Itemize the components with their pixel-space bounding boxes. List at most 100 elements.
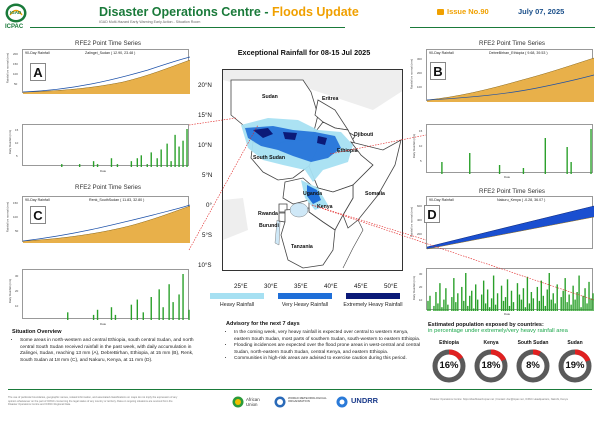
donut-row: Ethiopia 16% Kenya 18% South Sudan 8% Sudan 19% xyxy=(428,340,596,388)
daily-bar xyxy=(490,298,493,311)
igad-logo: IGAD xyxy=(5,3,27,23)
advisory-item-3: Communities in high-risk areas are advis… xyxy=(234,356,422,363)
lat-tick-5n: 5°N xyxy=(202,172,213,179)
ytick-top-c-1: 100 xyxy=(13,215,18,219)
org-short-name: ICPAC xyxy=(5,24,24,30)
daily-bar xyxy=(96,309,99,320)
daily-bar xyxy=(510,290,513,311)
label-uganda: Uganda xyxy=(303,191,323,197)
daily-bar xyxy=(494,304,497,311)
donut-south-sudan: South Sudan 8% xyxy=(512,340,554,388)
daily-bars-c xyxy=(67,274,190,320)
daily-bar xyxy=(528,303,531,311)
caption-right-c: Renk_SouthSudan ( 11.83, 32.80 ) xyxy=(89,198,145,202)
header-divider-left xyxy=(30,27,345,28)
ytick-bottom-b-1: 10 xyxy=(419,144,423,148)
ytick-bottom-d-2: 10 xyxy=(419,298,423,302)
daily-bar xyxy=(516,283,519,311)
daily-bar xyxy=(518,294,521,311)
ytick-top-d-2: 200 xyxy=(417,232,422,236)
ytick-bottom-c-1: 20 xyxy=(15,289,19,293)
ytick-top-d-1: 400 xyxy=(417,218,422,222)
daily-bar xyxy=(570,304,572,311)
ytick-bottom-b-0: 15 xyxy=(419,129,423,133)
caption-left-b: 90-Day Rainfall xyxy=(429,51,454,55)
daily-bar xyxy=(498,165,501,174)
daily-bar xyxy=(156,158,158,167)
daily-bar xyxy=(572,285,574,311)
daily-bar xyxy=(548,273,550,311)
daily-bar xyxy=(172,302,174,320)
panel-letter-a: A xyxy=(30,63,46,81)
daily-bar xyxy=(445,288,447,311)
daily-bar xyxy=(467,305,469,311)
legend-label-heavy: Heavy Rainfall xyxy=(219,302,255,308)
lat-tick-15n: 15°N xyxy=(198,112,212,119)
daily-bar xyxy=(166,143,168,167)
daily-bar xyxy=(463,300,465,311)
lon-tick-50e: 50°E xyxy=(384,283,398,290)
daily-bar xyxy=(566,302,568,311)
panel-letter-d: D xyxy=(424,205,440,223)
chart-title-b: RFE2 Point Time Series xyxy=(478,40,546,47)
donut-country-label: Ethiopia xyxy=(439,340,459,346)
very-heavy-rain-area-south xyxy=(307,185,321,204)
daily-bar xyxy=(150,297,152,320)
lon-tick-45e: 45°E xyxy=(354,283,368,290)
donut-fill xyxy=(474,349,508,383)
daily-bar xyxy=(566,147,568,174)
daily-bar xyxy=(578,275,580,311)
population-subheading: in percentage under extremely/very heavy… xyxy=(428,328,568,334)
daily-bar xyxy=(140,155,142,167)
daily-bar xyxy=(590,298,592,311)
lat-tick-5s: 5°S xyxy=(202,232,213,239)
map-section: Exceptional Rainfall for 08-15 Jul 2025 xyxy=(198,40,410,322)
daily-bar xyxy=(435,292,437,311)
daily-bar xyxy=(427,300,429,311)
ytick-top-a-3: 50 xyxy=(14,82,18,86)
african-union-logo xyxy=(232,395,244,413)
daily-bar xyxy=(443,299,445,311)
footer-divider xyxy=(8,389,592,390)
lat-tick-20n: 20°N xyxy=(198,82,212,89)
daily-bar xyxy=(429,295,431,311)
ytick-top-b-1: 200 xyxy=(417,71,422,75)
ytick-bottom-c-0: 30 xyxy=(15,274,19,278)
daily-bar xyxy=(451,297,453,311)
daily-bar xyxy=(586,303,588,311)
donut-kenya: Kenya 18% xyxy=(470,340,512,388)
ytick-top-c-2: 50 xyxy=(15,229,19,233)
daily-bars-a xyxy=(61,129,188,167)
advisory-item-2: Flooding incidences are expected over th… xyxy=(234,343,422,356)
lake-tanganyika xyxy=(274,219,281,246)
donut-country-label: Kenya xyxy=(483,340,499,346)
cumulative-area-b xyxy=(427,57,594,102)
ytick-top-a-2: 100 xyxy=(13,72,18,76)
daily-bar xyxy=(455,302,457,311)
label-sudan: Sudan xyxy=(262,94,278,100)
label-kenya: Kenya xyxy=(317,204,333,210)
daily-bar xyxy=(150,152,152,167)
daily-bar xyxy=(544,305,546,311)
daily-bar xyxy=(78,164,81,167)
caption-left-a: 90-Day Rainfall xyxy=(25,51,50,55)
extreme-rain-area xyxy=(253,128,327,145)
donut-chart xyxy=(432,349,466,383)
legend-label-very-heavy: Very Heavy Rainfall xyxy=(281,302,329,308)
label-tanzania: Tanzania xyxy=(291,244,313,250)
ylabel-bottom-d: Daily Rainfall (mm) xyxy=(412,275,417,301)
donut-chart xyxy=(516,349,550,383)
footer: The use of particular boundaries, geogra… xyxy=(0,389,600,424)
page-title-accent: Floods Update xyxy=(271,5,359,19)
daily-bar xyxy=(536,286,539,311)
chart-title-d: RFE2 Point Time Series xyxy=(478,188,546,195)
xlabel-a: Date xyxy=(100,169,107,173)
daily-bar xyxy=(580,307,582,311)
donut-country-label: Sudan xyxy=(567,340,583,346)
page-title: Disaster Operations Centre - Floods Upda… xyxy=(99,5,359,19)
daily-bar xyxy=(508,305,511,311)
situation-heading: Situation Overview xyxy=(12,329,62,335)
daily-bar xyxy=(469,153,471,174)
map-frame: Sudan Eritrea Djibouti South Sudan Ethio… xyxy=(222,69,403,271)
lon-tick-35e: 35°E xyxy=(294,283,308,290)
